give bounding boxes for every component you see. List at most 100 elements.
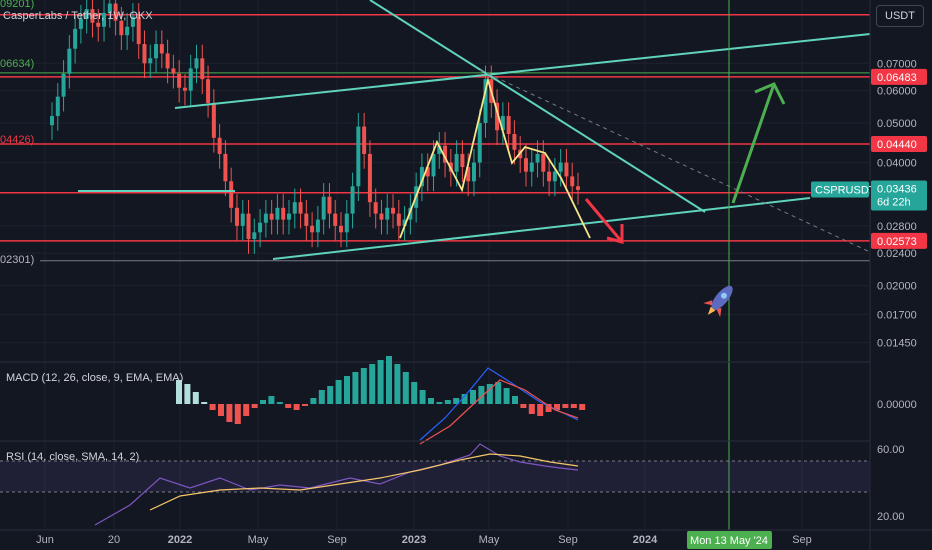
currency-button[interactable]: USDT (876, 5, 924, 27)
candle-body (55, 96, 60, 117)
macd-bar (268, 396, 275, 404)
descending-trendline (369, 0, 706, 213)
candle-body (535, 153, 540, 163)
time-axis: Jun 20 2022 May Sep 2023 May Sep 2024 Sep Mon 13 M… (0, 529, 932, 549)
signal-line (419, 379, 579, 445)
macd-bar (545, 404, 552, 412)
macd-bar (327, 386, 334, 404)
macd-bar (209, 404, 216, 410)
candle-body (321, 196, 326, 220)
rocket-fins (703, 300, 722, 318)
candle-body (344, 213, 349, 233)
candle-body (558, 162, 563, 172)
macd-bar (411, 382, 418, 404)
candle-body (286, 213, 291, 220)
macd-bar (318, 390, 325, 404)
candle-body (500, 116, 505, 131)
macd-bar (344, 376, 350, 404)
down-arrow-head (606, 224, 624, 244)
candle-body (96, 22, 101, 27)
macd-bar (537, 404, 544, 416)
rsi-line (94, 443, 579, 526)
macd-bar (251, 404, 258, 408)
candle-body (182, 87, 187, 91)
rocket-flame (707, 306, 716, 315)
candle-body (431, 153, 436, 177)
candle-body (200, 58, 205, 80)
macd-line (419, 367, 579, 441)
rocket-window (720, 292, 727, 299)
candle-body (217, 137, 222, 154)
down-arrow-line (584, 198, 624, 243)
price-axis: 0.07000 0.06000 0.05000 0.04000 0.02800 0.024… (811, 0, 932, 550)
price-axis-bg (870, 0, 932, 550)
candle-body (258, 222, 263, 233)
macd-bar (478, 386, 485, 404)
price-tick-label: 0.01450 (877, 338, 917, 350)
candle-body (61, 73, 66, 97)
candle-body (570, 176, 575, 187)
candle-body (362, 126, 367, 154)
candle-body (234, 207, 239, 226)
candle-body (246, 213, 251, 240)
candle-body (523, 158, 528, 172)
candle-body (229, 181, 234, 208)
macd-bar (453, 398, 460, 404)
candle-body (547, 171, 552, 182)
candle-body (373, 202, 378, 214)
candle-body (78, 18, 83, 29)
candle-body (107, 3, 112, 13)
macd-bar (554, 404, 560, 410)
time-tick-label: Sep (327, 534, 347, 546)
current-price-label: 0.03436 (877, 184, 917, 196)
pattern-path (399, 76, 591, 239)
candle-body (113, 3, 118, 21)
candle-body (194, 58, 199, 69)
candle-body (125, 26, 130, 36)
upper-trendline (174, 33, 871, 109)
macd-pane (0, 356, 932, 445)
current-price-bg (871, 180, 927, 211)
macd-bar (470, 390, 476, 404)
macd-bar (512, 396, 518, 404)
time-tick-label: Sep (792, 534, 812, 546)
candle-body (90, 9, 95, 23)
candle-body (84, 9, 89, 19)
candle-body (171, 68, 176, 74)
up-arrow-line (731, 83, 776, 204)
candle-body (512, 133, 517, 150)
macd-bar (436, 402, 443, 404)
candle-body (148, 58, 153, 64)
price-tick-label: 0.01700 (877, 309, 917, 321)
up-arrow-head (754, 82, 786, 105)
macd-bar (386, 356, 392, 404)
rsi-title: RSI (14, close, SMA, 14, 2) (6, 451, 140, 463)
macd-bar (285, 404, 292, 408)
rsi-axis-label: 20.00 (877, 511, 905, 523)
macd-bar (495, 382, 502, 404)
macd-bar (310, 398, 317, 404)
candle-body (477, 122, 482, 163)
lower-trendline (272, 197, 811, 260)
candle-body (315, 219, 320, 233)
candle-body (130, 16, 135, 27)
macd-bar (394, 364, 401, 404)
candle-body (552, 171, 557, 182)
time-tick-label: Sep (558, 534, 578, 546)
time-tick-label: 2024 (633, 534, 658, 546)
candle-body (564, 162, 569, 177)
time-tick-label: 2023 (402, 534, 426, 546)
candle-body (471, 162, 476, 182)
macd-bar (520, 404, 527, 408)
macd-bar (444, 400, 451, 404)
macd-bar (352, 372, 359, 404)
candle-body (304, 213, 309, 226)
macd-bar (461, 394, 468, 404)
macd-bar (419, 390, 426, 404)
candle-body (402, 219, 407, 226)
macd-bar (503, 388, 510, 404)
candle-body (275, 207, 280, 220)
macd-bar (192, 392, 199, 404)
crosshair-time-bg (687, 531, 772, 549)
candle-body (240, 213, 245, 226)
